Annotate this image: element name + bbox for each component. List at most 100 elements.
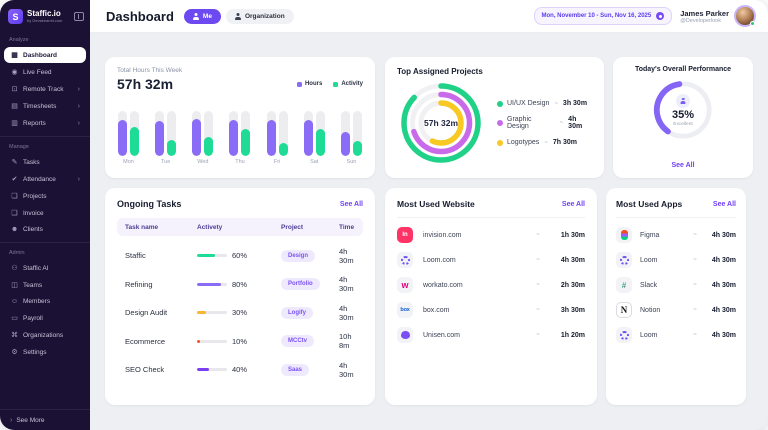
website-row-workato-com: w workato.com ~2h 30m bbox=[397, 268, 585, 293]
bar-group-sun: Sun bbox=[340, 111, 362, 171]
sidebar-item-tasks[interactable]: ✎ Tasks bbox=[4, 154, 86, 170]
sidebar-item-projects[interactable]: ❏ Projects bbox=[4, 188, 86, 204]
me-toggle[interactable]: Me bbox=[183, 8, 221, 24]
project-badge: Saas bbox=[281, 363, 310, 376]
sidebar-item-clients[interactable]: ☻ Clients bbox=[4, 222, 86, 237]
slack-icon: # bbox=[616, 277, 632, 293]
sidebar-item-label: Tasks bbox=[23, 158, 40, 166]
legend-item-hours: Hours bbox=[296, 81, 323, 87]
hours-bar bbox=[118, 120, 127, 156]
icon-glyph: w bbox=[401, 280, 409, 290]
loom-icon bbox=[616, 252, 632, 268]
chevron-right-icon: › bbox=[77, 119, 80, 127]
date-range-picker[interactable]: Mon, November 10 - Sun, Nov 16, 2025 bbox=[533, 7, 673, 25]
performance-card: Today's Overall Performance 35% Excellen… bbox=[613, 57, 753, 178]
sidebar-item-organizations[interactable]: ⌘ Organizations bbox=[4, 327, 86, 343]
sidebar-item-timesheets[interactable]: ▤ Timesheets › bbox=[4, 98, 86, 114]
tasks-icon: ✎ bbox=[11, 159, 18, 166]
progress-fill bbox=[197, 282, 221, 286]
bar-track bbox=[278, 111, 288, 156]
app-row-loom: Loom ~4h 30m bbox=[616, 318, 736, 343]
performance-label: Excellent bbox=[673, 121, 693, 127]
task-time: 10h 8m bbox=[339, 332, 352, 350]
icon-glyph bbox=[619, 255, 629, 265]
bar-pair bbox=[155, 111, 177, 156]
unisen-icon bbox=[397, 327, 413, 343]
approx-symbol: ~ bbox=[536, 332, 540, 338]
ongoing-tasks-see-all[interactable]: See All bbox=[339, 200, 363, 208]
user-handle: @Developerlook bbox=[680, 17, 721, 24]
sidebar-item-dashboard[interactable]: ▦ Dashboard bbox=[4, 47, 86, 63]
sidebar-see-more[interactable]: › See More bbox=[0, 409, 90, 424]
approx-symbol: ~ bbox=[693, 282, 697, 288]
website-row-time: 2h 30m bbox=[560, 281, 585, 289]
project-badge: Design bbox=[281, 249, 316, 262]
legend-swatch bbox=[296, 81, 302, 87]
app-row-name: Notion bbox=[640, 306, 661, 314]
task-activity: 40% bbox=[197, 365, 281, 374]
bar-group-fri: Fri bbox=[266, 111, 288, 171]
person-icon bbox=[193, 13, 200, 20]
legend-label: Hours bbox=[304, 81, 323, 87]
apps-see-all[interactable]: See All bbox=[712, 200, 736, 208]
task-time: 4h 30m bbox=[339, 303, 354, 322]
performance-see-all[interactable]: See All bbox=[671, 162, 695, 169]
task-activity: 10% bbox=[197, 337, 281, 346]
task-time: 4h 30m bbox=[339, 360, 354, 379]
sidebar-item-staffic-ai[interactable]: ⚇ Staffic AI bbox=[4, 260, 86, 276]
app-row-time: 4h 30m bbox=[711, 256, 736, 264]
organization-toggle[interactable]: Organization bbox=[225, 8, 294, 24]
app-row-name: Slack bbox=[640, 281, 658, 289]
sidebar-item-invoice[interactable]: ❑ Invoice bbox=[4, 205, 86, 221]
task-project: Logify bbox=[281, 306, 339, 319]
col-time: Time bbox=[339, 223, 355, 231]
sidebar-collapse-icon[interactable] bbox=[74, 12, 84, 21]
sidebar-item-label: Invoice bbox=[23, 209, 44, 217]
col-activity: Activety bbox=[197, 223, 223, 231]
app-row-name: Figma bbox=[640, 231, 660, 239]
gauge-svg bbox=[653, 80, 713, 140]
ongoing-tasks-title: Ongoing Tasks bbox=[117, 199, 182, 209]
total-hours-title: Total Hours This Week bbox=[117, 67, 183, 74]
project-name: Logotypes bbox=[507, 139, 540, 146]
avatar[interactable] bbox=[734, 5, 756, 27]
sidebar-section-label: Analyze bbox=[9, 37, 29, 43]
members-icon: ☺ bbox=[10, 298, 19, 305]
approx-symbol: ~ bbox=[693, 332, 697, 338]
day-label: Thu bbox=[235, 159, 245, 165]
sidebar-item-live-feed[interactable]: ◉ Live Feed bbox=[4, 64, 86, 80]
person-badge-icon bbox=[676, 93, 690, 108]
project-time: 3h 30m bbox=[562, 100, 588, 107]
sidebar-item-payroll[interactable]: ▭ Payroll bbox=[4, 310, 86, 326]
sidebar-item-members[interactable]: ☺ Members bbox=[4, 294, 86, 309]
website-row-name: workato.com bbox=[423, 281, 463, 289]
sidebar-item-teams[interactable]: ◫ Teams bbox=[4, 277, 86, 293]
sidebar-item-reports[interactable]: ▥ Reports › bbox=[4, 115, 86, 131]
app-name: Staffic.io bbox=[27, 8, 61, 18]
user-menu[interactable]: James Parker @Developerlook bbox=[680, 5, 756, 27]
activity-bar bbox=[315, 129, 325, 156]
task-activity: 80% bbox=[197, 280, 281, 289]
task-name: Design Audit bbox=[125, 308, 168, 317]
sidebar-item-attendance[interactable]: ✔ Attendance › bbox=[4, 171, 86, 187]
apps-list: Figma ~4h 30m Loom ~4h 30m # Slack ~4h 30m N Not… bbox=[616, 218, 736, 343]
approx-symbol: ~ bbox=[536, 232, 540, 238]
live-feed-icon: ◉ bbox=[11, 69, 18, 76]
day-label: Sat bbox=[310, 159, 319, 165]
donut-rings bbox=[401, 83, 481, 163]
sidebar-item-settings[interactable]: ⚙ Settings bbox=[4, 344, 86, 360]
websites-see-all[interactable]: See All bbox=[561, 200, 585, 208]
legend-dot bbox=[497, 139, 503, 146]
date-range-label: Mon, November 10 - Sun, Nov 16, 2025 bbox=[541, 13, 652, 19]
tasks-table-body: Staffic 60% Design 4h 30m Refining 80% Portfol… bbox=[117, 236, 363, 379]
task-project: Portfolio bbox=[281, 278, 339, 290]
activity-bar bbox=[241, 129, 251, 156]
activity-bar bbox=[352, 141, 362, 156]
sidebar-item-remote-track[interactable]: ⊡ Remote Track › bbox=[4, 81, 86, 97]
hours-legend: Hours Activity bbox=[296, 81, 363, 87]
bar-pair bbox=[303, 111, 325, 156]
hours-bar bbox=[192, 118, 202, 156]
performance-gauge: 35% Excellent bbox=[651, 78, 715, 142]
progress-fill bbox=[197, 339, 200, 343]
bar-track bbox=[192, 111, 202, 156]
